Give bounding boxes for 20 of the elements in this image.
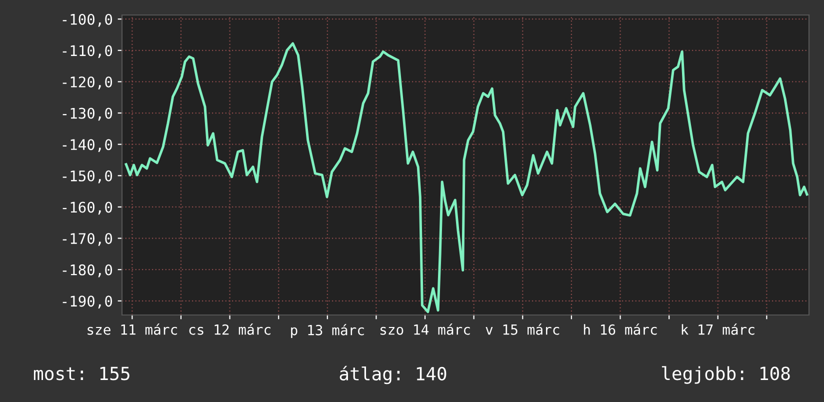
x-tick-label: k 17 márc: [682, 324, 754, 335]
x-tick-label: v 15 márc: [486, 324, 560, 335]
y-tick-label: -170,0: [62, 233, 112, 246]
x-tick-label: h 16 márc: [584, 324, 657, 335]
x-tick-label: cs 12 márc: [189, 324, 270, 335]
x-tick-label: p 13 márc: [291, 324, 364, 338]
y-tick-label: -110,0: [62, 45, 112, 58]
text: átlag: 140: [340, 366, 446, 384]
text: most: 155: [34, 366, 130, 380]
y-tick-label: -130,0: [62, 108, 112, 121]
text: legjobb: 108: [662, 366, 790, 384]
y-tick-label: -180,0: [62, 264, 112, 278]
x-tick-label: szo 14 márc: [380, 324, 470, 335]
y-tick-label: -100,0: [62, 14, 112, 27]
y-tick-label: -140,0: [62, 139, 112, 152]
y-tick-label: -120,0: [62, 76, 112, 90]
y-tick-label: -160,0: [62, 202, 112, 215]
y-tick-label: -150,0: [62, 170, 112, 184]
y-tick-label: -190,0: [62, 296, 112, 309]
x-tick-label: sze 11 márc: [88, 324, 177, 335]
